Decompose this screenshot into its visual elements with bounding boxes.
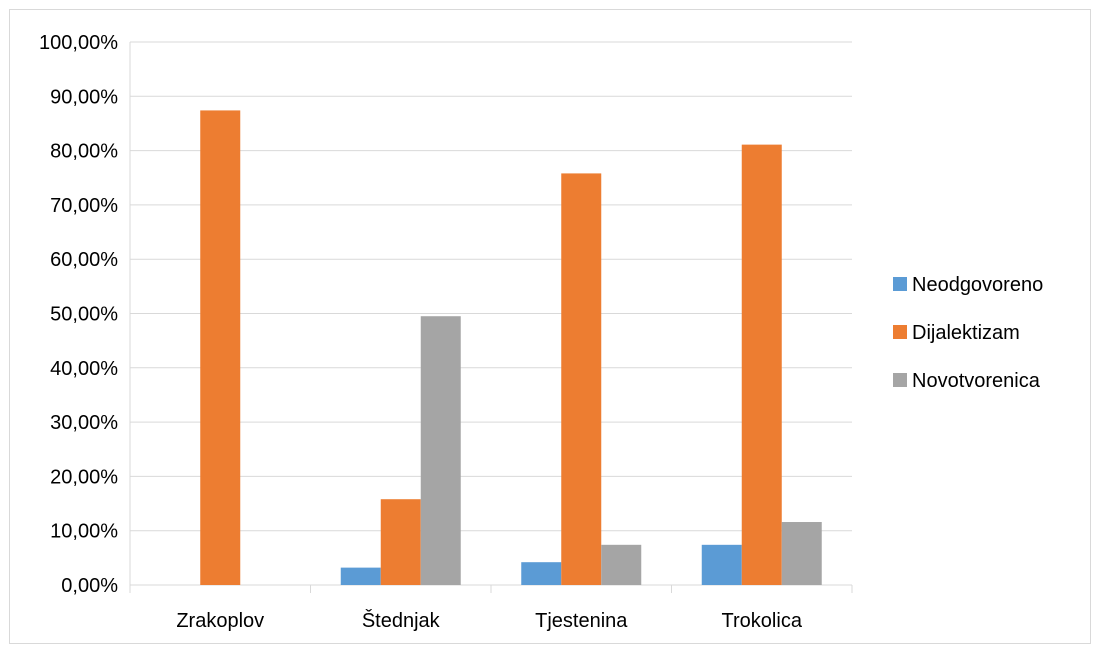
bar-dijalektizam-2 bbox=[561, 173, 602, 585]
y-tick-label: 90,00% bbox=[50, 86, 118, 108]
bar-neodgovoreno-3 bbox=[701, 544, 742, 585]
x-tick-label: Trokolica bbox=[722, 610, 803, 632]
y-tick-label: 80,00% bbox=[50, 141, 118, 163]
legend-label: Novotvorenica bbox=[912, 370, 1041, 392]
y-tick-label: 40,00% bbox=[50, 358, 118, 380]
y-tick-label: 100,00% bbox=[39, 32, 118, 54]
legend: Neodgovoreno Dijalektizam Novotvorenica bbox=[893, 274, 1043, 392]
gridlines bbox=[130, 41, 852, 532]
bar-novotvorenica-3 bbox=[781, 522, 822, 585]
legend-swatch bbox=[893, 277, 907, 291]
bar-dijalektizam-1 bbox=[380, 499, 421, 585]
legend-label: Dijalektizam bbox=[912, 322, 1020, 344]
y-tick-labels: 0,00% 10,00% 20,00% 30,00% 40,00% 50,00% 60,00… bbox=[39, 32, 118, 597]
legend-swatch bbox=[893, 373, 907, 387]
x-tick-label: Zrakoplov bbox=[176, 610, 264, 632]
x-tick-label: Tjestenina bbox=[535, 610, 628, 632]
x-tick-label: Štednjak bbox=[362, 609, 441, 632]
bar-dijalektizam-0 bbox=[200, 110, 241, 585]
bar-novotvorenica-2 bbox=[601, 544, 642, 585]
y-tick-label: 20,00% bbox=[50, 466, 118, 488]
bar-neodgovoreno-2 bbox=[521, 562, 562, 585]
y-tick-label: 60,00% bbox=[50, 249, 118, 271]
bar-dijalektizam-3 bbox=[741, 144, 782, 585]
bar-neodgovoreno-1 bbox=[340, 567, 381, 585]
x-tick-labels: Zrakoplov Štednjak Tjestenina Trokolica bbox=[176, 609, 802, 632]
bar-novotvorenica-1 bbox=[420, 316, 461, 585]
legend-label: Neodgovoreno bbox=[912, 274, 1043, 296]
legend-swatch bbox=[893, 325, 907, 339]
y-tick-label: 70,00% bbox=[50, 195, 118, 217]
y-tick-label: 50,00% bbox=[50, 304, 118, 326]
bars bbox=[200, 110, 822, 585]
y-tick-label: 0,00% bbox=[61, 575, 118, 597]
y-tick-label: 30,00% bbox=[50, 412, 118, 434]
chart-frame bbox=[9, 9, 1091, 644]
y-tick-label: 10,00% bbox=[50, 521, 118, 543]
